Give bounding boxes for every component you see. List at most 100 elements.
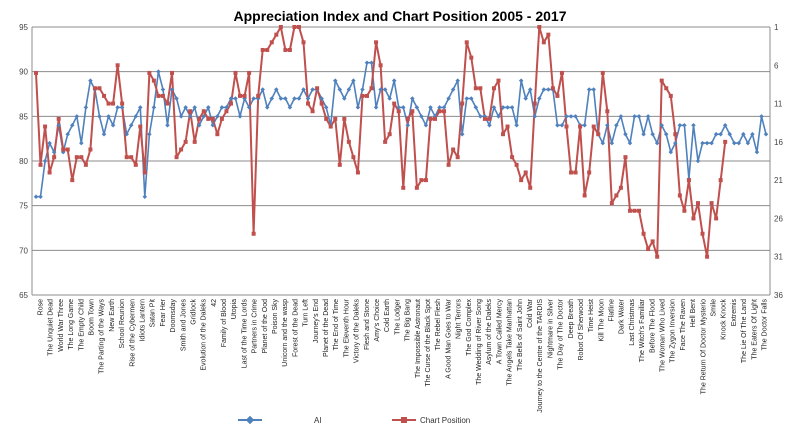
chart-position-point — [464, 40, 469, 45]
chart-position-point — [102, 93, 107, 98]
x-tick-label: Poison Sky — [272, 299, 279, 335]
left-tick-label: 95 — [19, 23, 28, 32]
x-tick-label: Utopia — [231, 299, 238, 319]
ai-point — [546, 87, 551, 92]
chart-position-point — [138, 124, 143, 129]
ai-point — [695, 158, 701, 164]
x-tick-label: Rose — [38, 299, 45, 315]
chart-position-point — [165, 101, 170, 106]
chart-position-point — [469, 55, 474, 60]
ai-point — [65, 131, 71, 137]
chart-position-point — [564, 124, 569, 129]
x-tick-label: The Wedding of River Song — [476, 299, 483, 385]
x-tick-label: Last of the Time Lords — [241, 299, 248, 369]
x-tick-label: The Woman Who Lived — [660, 299, 667, 372]
chart-position-point — [324, 116, 329, 121]
chart-position-point — [487, 116, 492, 121]
chart-position-point — [61, 147, 66, 152]
x-tick-label: The Empty Child — [78, 299, 85, 351]
chart-position-point — [160, 93, 165, 98]
chart-position-point — [559, 70, 564, 75]
chart-position-point — [473, 86, 478, 91]
chart-position-point — [442, 109, 447, 114]
ai-point — [636, 114, 642, 119]
x-tick-label: Extremis — [731, 299, 738, 327]
right-tick-label: 21 — [774, 176, 783, 185]
chart-position-point — [532, 101, 537, 106]
chart-position-point — [260, 47, 265, 52]
chart-position-point — [129, 155, 134, 160]
chart-position-point — [156, 93, 161, 98]
chart-position-point — [641, 231, 646, 236]
chart-position-point — [668, 93, 673, 98]
chart-position-point — [596, 132, 601, 137]
x-tick-label: School Reunion — [119, 299, 126, 349]
chart-position-point — [700, 231, 705, 236]
chart-position-point — [627, 208, 632, 213]
ai-point — [151, 105, 157, 110]
chart-position-point — [233, 70, 238, 75]
x-tick-label: The Doctor Falls — [762, 299, 769, 351]
ai-point — [42, 158, 48, 164]
legend-position-marker — [401, 417, 407, 423]
ai-point — [119, 105, 125, 110]
chart-position-point — [97, 86, 102, 91]
ai-line — [36, 61, 767, 198]
x-tick-label: A Town Called Mercy — [496, 299, 503, 365]
chart-position-point — [510, 155, 515, 160]
x-tick-label: Forest of the Dead — [292, 299, 299, 357]
x-tick-label: The Eleventh Hour — [343, 298, 350, 357]
chart-position-point — [555, 93, 560, 98]
ai-point — [115, 105, 120, 110]
x-tick-label: Smile — [711, 299, 718, 317]
chart-position-point — [120, 101, 125, 106]
ai-point — [147, 131, 152, 137]
ai-point — [165, 123, 170, 128]
x-tick-label: Asylum of the Daleks — [486, 299, 493, 365]
x-tick-label: The Impossible Astronaut — [415, 299, 422, 378]
chart-position-point — [92, 86, 97, 91]
chart-position-point — [501, 132, 506, 137]
x-tick-label: The Curse of the Black Spot — [425, 299, 432, 387]
ai-point — [101, 131, 107, 137]
chart-position-point — [723, 139, 728, 144]
chart-position-point — [519, 178, 524, 183]
left-axis: 65 70 75 80 85 90 95 — [19, 23, 28, 300]
chart-position-point — [369, 86, 374, 91]
x-tick-label: Journey's End — [313, 299, 320, 343]
ai-point — [319, 96, 324, 101]
chart-position-point — [523, 170, 528, 175]
chart-position-point — [573, 170, 578, 175]
ai-point — [38, 194, 43, 199]
chart-position-point — [569, 170, 574, 175]
ai-point — [441, 105, 447, 110]
chart-position-point — [170, 70, 175, 75]
chart-position-point — [714, 216, 719, 221]
ai-point — [568, 114, 574, 119]
left-tick-label: 85 — [19, 112, 28, 121]
ai-point — [754, 149, 760, 155]
chart-position-point — [306, 101, 311, 106]
x-tick-label: Doomsday — [170, 299, 177, 333]
x-tick-label: Journey to the Centre of the TARDIS — [537, 299, 544, 413]
chart-position-point — [437, 109, 442, 114]
chart-position-point — [578, 124, 583, 129]
chart-position-point — [496, 78, 501, 83]
ai-point — [88, 78, 93, 83]
chart-position-point — [623, 155, 628, 160]
x-tick-label: Victory of the Daleks — [354, 299, 361, 364]
chart-position-point — [587, 170, 592, 175]
chart-position-point — [410, 109, 415, 114]
chart-position-point — [455, 155, 460, 160]
chart-position-point — [482, 116, 487, 121]
chart-position-point — [392, 101, 397, 106]
chart-position-point — [124, 155, 129, 160]
x-tick-label: Gridlock — [190, 299, 197, 325]
chart-position-point — [34, 70, 38, 75]
ai-point — [405, 123, 411, 128]
ai-point — [237, 114, 243, 119]
chart-position-point — [541, 40, 546, 45]
ai-point — [342, 96, 347, 101]
chart-position-point — [333, 116, 338, 121]
chart-position-point — [43, 124, 48, 129]
